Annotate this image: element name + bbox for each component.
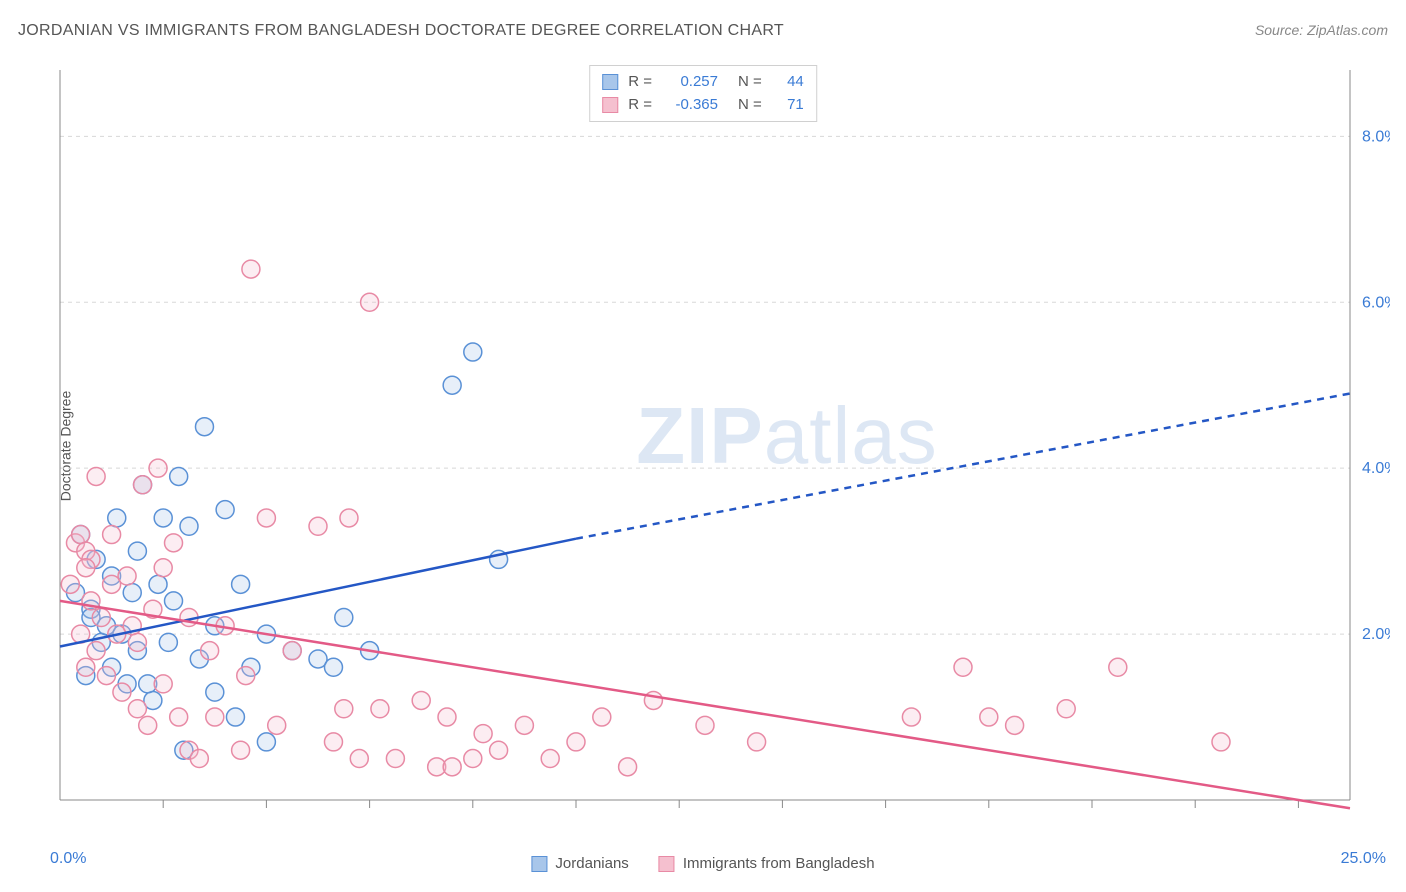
plot-area: 2.0%4.0%6.0%8.0% ZIPatlas <box>50 60 1390 830</box>
legend-series: Jordanians Immigrants from Bangladesh <box>531 855 874 872</box>
scatter-chart: 2.0% 4.0% 6.0% 8.0% <box>50 60 1390 830</box>
svg-text:4.0%: 4.0% <box>1362 460 1390 477</box>
r-label: R = <box>628 71 652 94</box>
x-axis-min-label: 0.0% <box>50 850 86 868</box>
legend-stats: R = 0.257 N = 44 R = -0.365 N = 71 <box>589 65 817 122</box>
r-label: R = <box>628 94 652 117</box>
chart-title: JORDANIAN VS IMMIGRANTS FROM BANGLADESH … <box>18 22 784 40</box>
legend-stat-row: R = 0.257 N = 44 <box>602 71 804 94</box>
legend-swatch <box>602 74 618 90</box>
n-value: 71 <box>774 94 804 117</box>
legend-item: Jordanians <box>531 855 628 872</box>
legend-stat-row: R = -0.365 N = 71 <box>602 94 804 117</box>
source-value: ZipAtlas.com <box>1307 22 1388 38</box>
source-attribution: Source: ZipAtlas.com <box>1255 22 1388 38</box>
r-value: -0.365 <box>664 94 718 117</box>
legend-label: Jordanians <box>555 855 628 872</box>
n-label: N = <box>738 71 762 94</box>
legend-item: Immigrants from Bangladesh <box>659 855 875 872</box>
x-axis-max-label: 25.0% <box>1341 850 1386 868</box>
svg-text:8.0%: 8.0% <box>1362 128 1390 145</box>
source-label: Source: <box>1255 22 1303 38</box>
svg-text:2.0%: 2.0% <box>1362 626 1390 643</box>
header: JORDANIAN VS IMMIGRANTS FROM BANGLADESH … <box>18 22 1388 40</box>
legend-swatch <box>602 97 618 113</box>
n-value: 44 <box>774 71 804 94</box>
n-label: N = <box>738 94 762 117</box>
legend-swatch <box>531 856 547 872</box>
svg-text:6.0%: 6.0% <box>1362 294 1390 311</box>
legend-label: Immigrants from Bangladesh <box>683 855 875 872</box>
legend-swatch <box>659 856 675 872</box>
r-value: 0.257 <box>664 71 718 94</box>
